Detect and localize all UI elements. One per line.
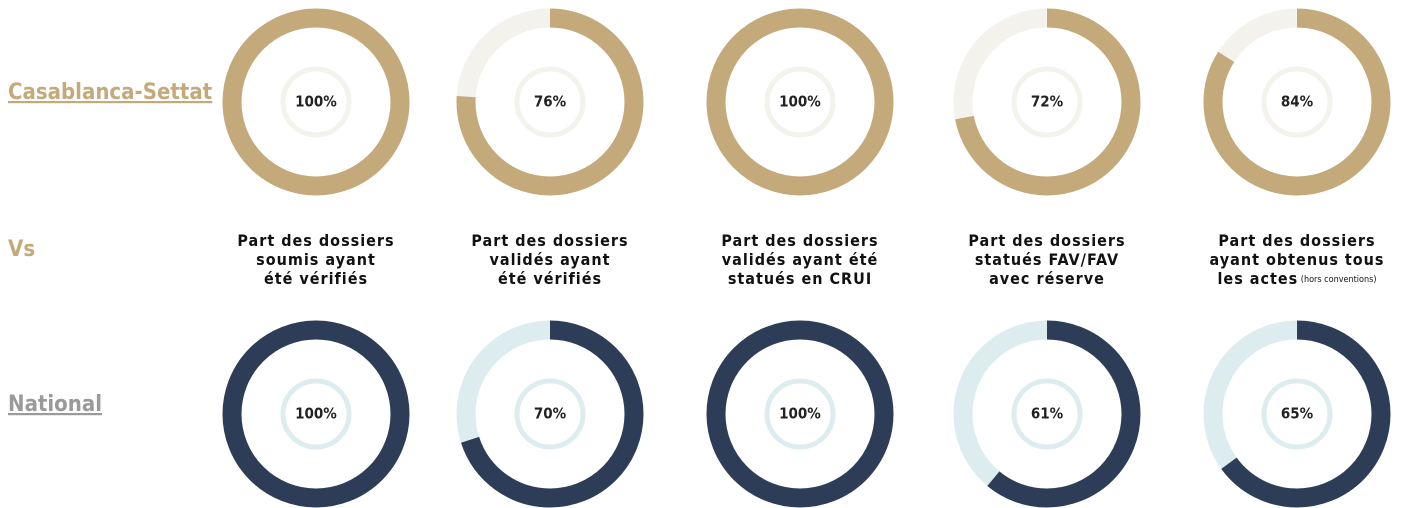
inner-ring	[1011, 378, 1083, 450]
value-label: 65%	[1281, 405, 1314, 423]
value-label: 70%	[534, 405, 567, 423]
caption-line: Part des dossiers	[1218, 231, 1375, 250]
caption: Part des dossiers validés ayant été statué…	[721, 231, 878, 288]
separator: Vs	[8, 237, 35, 262]
inner-ring	[280, 378, 352, 450]
caption-line: validés ayant été	[722, 250, 878, 269]
caption-line: statués FAV/FAV	[975, 250, 1119, 269]
caption-line: validés ayant	[489, 250, 610, 269]
donut-arc	[456, 8, 644, 196]
donut-arc	[1203, 8, 1391, 196]
caption-line: statués en CRUI	[728, 269, 872, 288]
caption-line: été vérifiés	[264, 269, 368, 288]
caption: Part des dossiers statués FAV/FAV avec rés…	[968, 231, 1125, 288]
value-label: 76%	[534, 93, 567, 111]
value-label: 100%	[779, 93, 821, 111]
inner-ring	[514, 66, 586, 138]
caption: Part des dossiers validés ayant été vérifi…	[471, 231, 628, 288]
inner-ring	[764, 66, 836, 138]
caption-line: les actes	[1218, 269, 1299, 288]
caption-line: soumis ayant	[256, 250, 376, 269]
caption-line: avec réserve	[989, 269, 1105, 288]
value-label: 100%	[295, 93, 337, 111]
value-label: 72%	[1031, 93, 1064, 111]
caption: Part des dossiers soumis ayant été vérifié…	[237, 231, 394, 288]
value-label: 84%	[1281, 93, 1314, 111]
donut-arc	[953, 320, 1141, 508]
inner-ring	[1011, 66, 1083, 138]
value-label: 61%	[1031, 405, 1064, 423]
caption-line: Part des dossiers	[237, 231, 394, 250]
caption-line: été vérifiés	[498, 269, 602, 288]
caption-line: Part des dossiers	[471, 231, 628, 250]
donut-arc	[1203, 320, 1391, 508]
donut-arc	[706, 320, 894, 508]
caption: Part des dossiers ayant obtenus tous les a…	[1210, 231, 1385, 288]
donut-arc	[706, 8, 894, 196]
row-label: National	[8, 392, 102, 417]
caption-note: (hors conventions)	[1298, 275, 1376, 285]
row-label: Casablanca-Settat	[8, 80, 213, 105]
donut-arc	[456, 320, 644, 508]
inner-ring	[280, 66, 352, 138]
value-label: 100%	[779, 405, 821, 423]
donut-arc	[953, 8, 1141, 196]
donut-arc	[222, 8, 410, 196]
value-label: 100%	[295, 405, 337, 423]
caption-line: Part des dossiers	[968, 231, 1125, 250]
donut-arc	[222, 320, 410, 508]
inner-ring	[764, 378, 836, 450]
inner-ring	[514, 378, 586, 450]
caption-line: ayant obtenus tous	[1210, 250, 1385, 269]
inner-ring	[1261, 378, 1333, 450]
inner-ring	[1261, 66, 1333, 138]
caption-line: Part des dossiers	[721, 231, 878, 250]
